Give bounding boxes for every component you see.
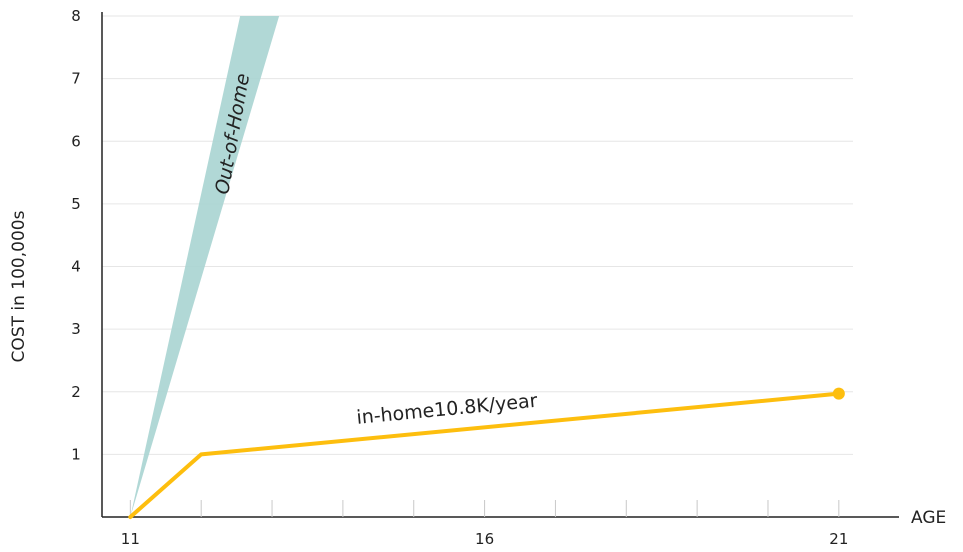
x-tick-label-16: 16 [475,530,494,548]
x-tick-label-11: 11 [121,530,140,548]
y-tick-label-6: 6 [71,132,81,150]
y-tick-label-5: 5 [71,195,81,213]
y-tick-label-7: 7 [71,70,81,88]
x-axis-title: AGE [911,508,946,528]
axis-layer [102,12,899,517]
y-tick-label-2: 2 [71,383,81,401]
y-tick-label-3: 3 [71,320,81,338]
label-layer: COST in 100,000s AGE Out-of-Home in-home… [9,72,946,528]
grid-layer [102,16,853,454]
y-tick-label-8: 8 [71,7,81,25]
y-axis-title: COST in 100,000s [9,210,29,362]
in-home-point-21 [833,388,845,400]
y-tick-label-4: 4 [71,258,81,276]
x-tick-label-21: 21 [829,530,848,548]
y-tick-label-1: 1 [71,445,81,463]
